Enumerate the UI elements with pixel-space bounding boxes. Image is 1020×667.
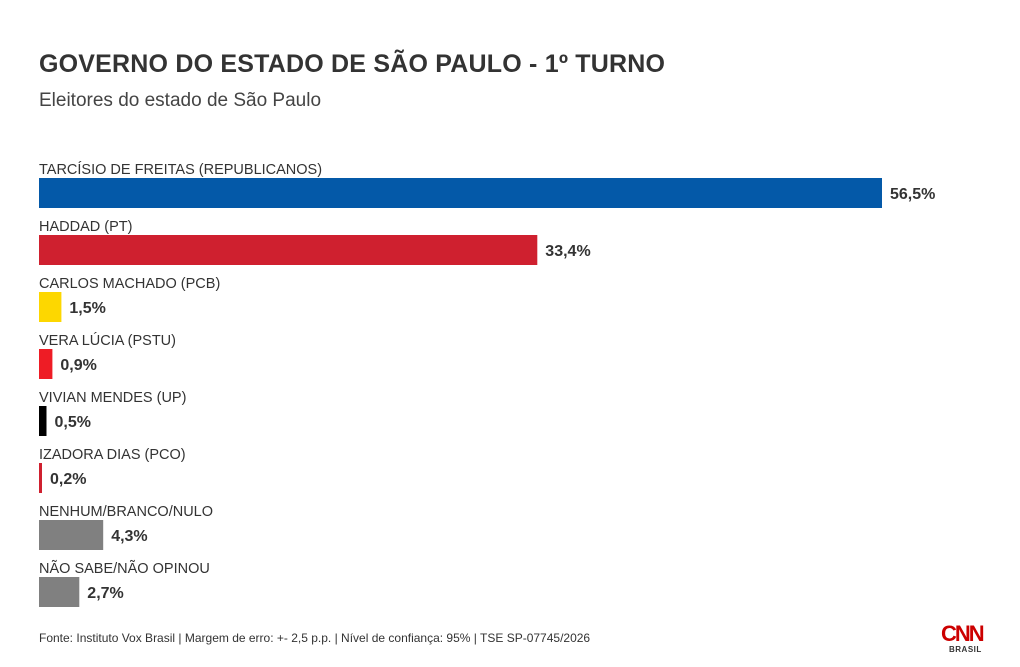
bar	[39, 463, 42, 493]
category-label: NENHUM/BRANCO/NULO	[39, 504, 213, 520]
category-label: IZADORA DIAS (PCO)	[39, 447, 186, 463]
data-label: 33,4%	[545, 243, 590, 260]
category-label: NÃO SABE/NÃO OPINOU	[39, 560, 210, 577]
bar	[39, 520, 104, 550]
data-label: 1,5%	[69, 300, 105, 317]
cnn-brasil-logo: CNN BRASIL	[941, 622, 989, 656]
data-label: 0,9%	[60, 357, 96, 374]
data-label: 4,3%	[111, 528, 147, 545]
data-label: 56,5%	[890, 186, 935, 203]
logo-mark: CNN	[941, 621, 985, 646]
category-label: CARLOS MACHADO (PCB)	[39, 276, 220, 292]
chart-subtitle: Eleitores do estado de São Paulo	[39, 90, 322, 111]
chart-title: GOVERNO DO ESTADO DE SÃO PAULO - 1º TURN…	[39, 50, 666, 78]
bar	[39, 292, 62, 322]
category-label: VIVIAN MENDES (UP)	[39, 390, 186, 406]
category-label: TARCÍSIO DE FREITAS (REPUBLICANOS)	[39, 161, 322, 178]
logo-subtext: BRASIL	[949, 645, 982, 654]
bar	[39, 178, 882, 208]
source-footnote: Fonte: Instituto Vox Brasil | Margem de …	[39, 631, 591, 645]
category-label: VERA LÚCIA (PSTU)	[39, 332, 176, 349]
bar	[39, 349, 53, 379]
bar	[39, 577, 80, 607]
category-label: HADDAD (PT)	[39, 219, 132, 235]
data-label: 0,2%	[50, 471, 86, 488]
data-label: 0,5%	[55, 414, 91, 431]
bar	[39, 406, 47, 436]
data-label: 2,7%	[87, 585, 123, 602]
bar	[39, 235, 538, 265]
